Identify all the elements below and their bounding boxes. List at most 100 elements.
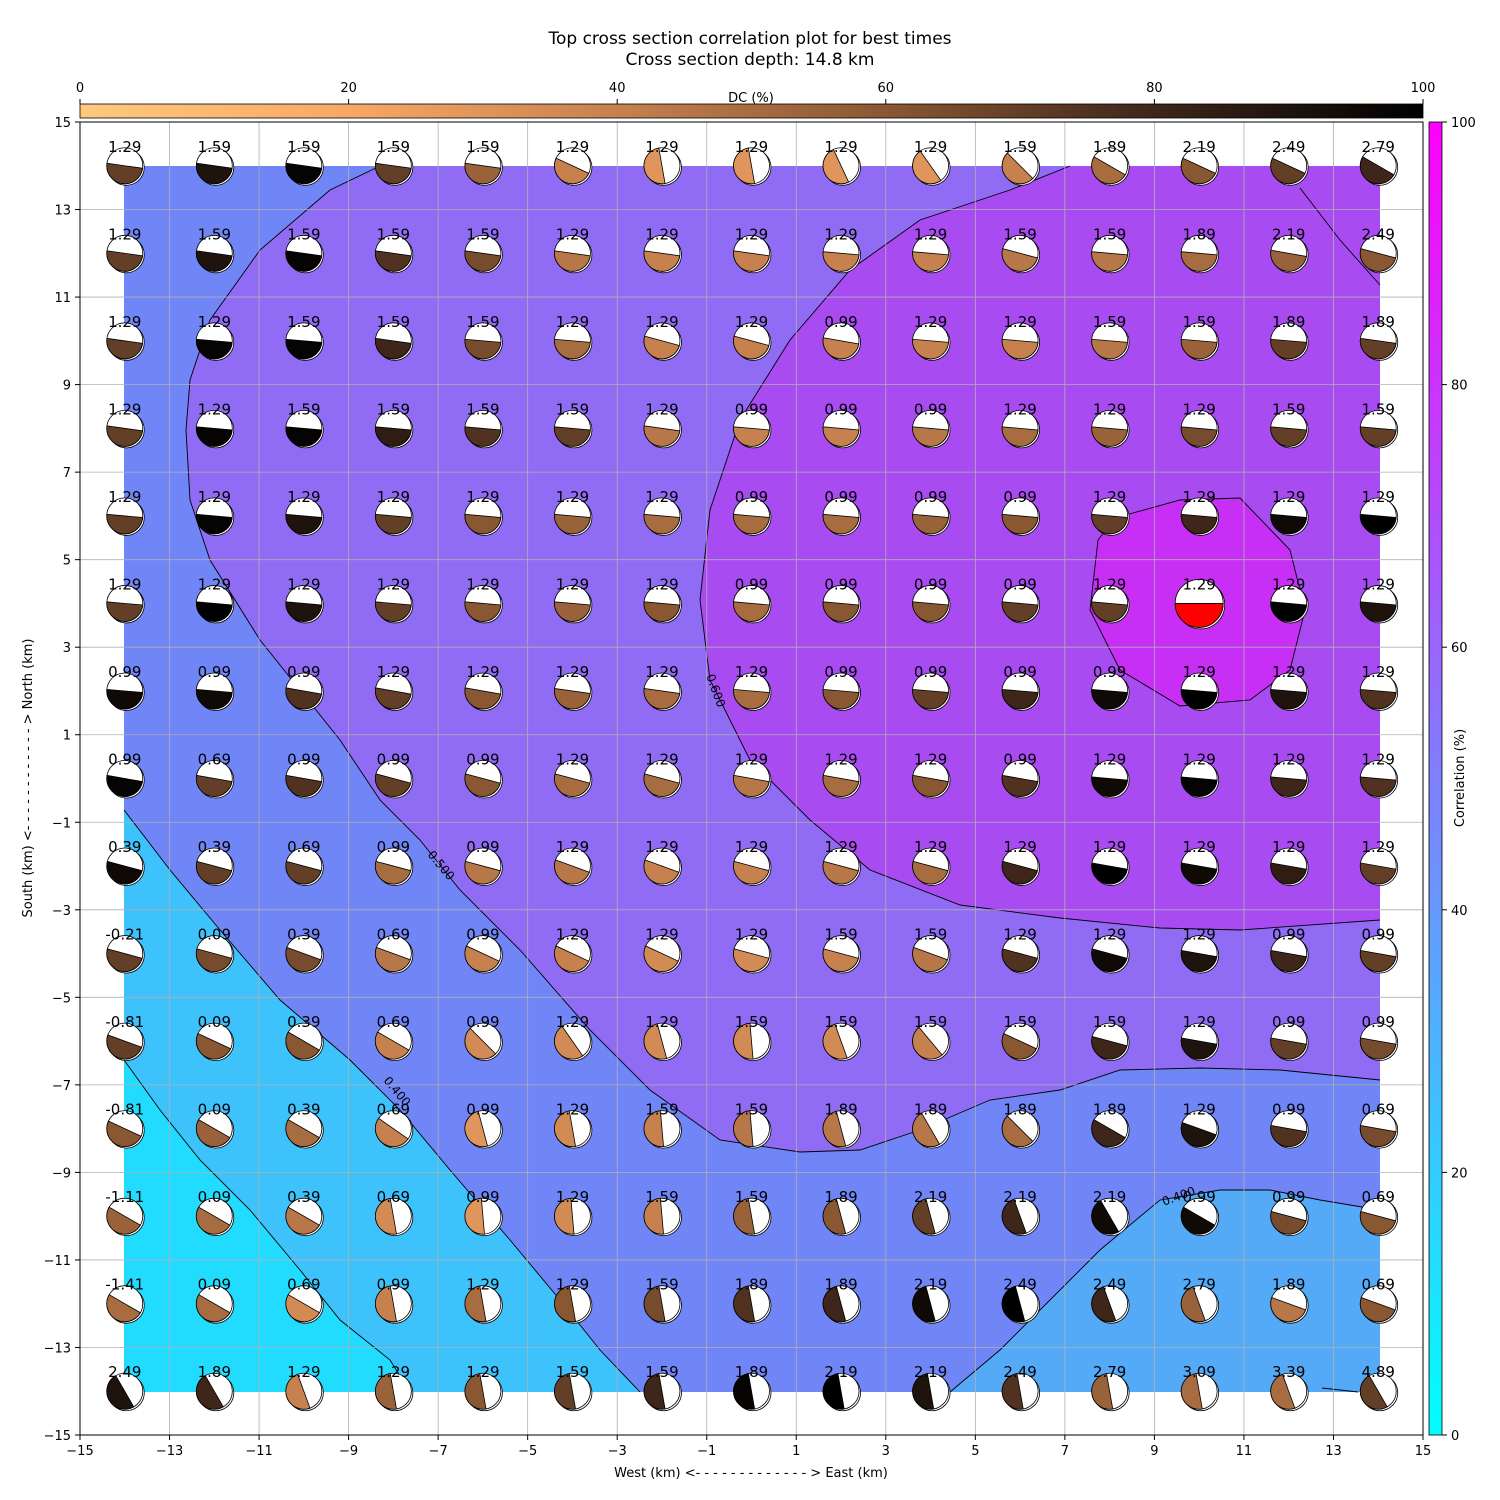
correlation-colorbar-label: Correlation (%): [1453, 729, 1468, 827]
beachball: [822, 672, 861, 711]
contour-peak: [1089, 497, 1306, 707]
time-shift-label: 0.69: [287, 1276, 320, 1294]
beachball: [643, 847, 682, 886]
beachball: [106, 409, 145, 449]
best-solution-beachball: [1174, 579, 1226, 630]
beachball: [1270, 234, 1309, 274]
time-shift-label: 1.29: [198, 575, 231, 593]
beachball: [1359, 1110, 1399, 1149]
beachball: [1270, 1022, 1309, 1061]
beachball: [912, 234, 951, 274]
time-shift-label: 1.29: [645, 138, 678, 156]
time-shift-label: 1.89: [1272, 1276, 1305, 1294]
beachball: [554, 935, 593, 974]
time-shift-label: 1.29: [645, 313, 678, 331]
x-axis-label: West (km) <- - - - - - - - - - - - - > E…: [614, 1466, 888, 1481]
beachball: [554, 1285, 593, 1324]
beachball: [912, 147, 951, 186]
beachball: [912, 497, 951, 536]
time-shift-label: 1.29: [556, 1188, 589, 1206]
time-shift-label: 0.99: [914, 400, 947, 418]
time-shift-label: 1.59: [287, 138, 320, 156]
beachball: [195, 585, 235, 624]
time-shift-label: 1.89: [1272, 313, 1305, 331]
time-shift-label: 1.29: [1003, 926, 1036, 944]
beachball: [1359, 409, 1399, 449]
beachball: [822, 1285, 861, 1324]
time-shift-label: 0.99: [1003, 488, 1036, 506]
time-shift-label: 2.49: [1093, 1276, 1126, 1294]
time-shift-label: 1.29: [1362, 488, 1395, 506]
beachball: [464, 322, 503, 361]
time-shift-label: 1.29: [645, 751, 678, 769]
beachball: [1270, 672, 1309, 711]
time-shift-label: 0.99: [824, 488, 857, 506]
beachball: [733, 1022, 772, 1061]
time-shift-label: 1.89: [824, 1276, 857, 1294]
beachball: [1001, 147, 1040, 186]
beachball: [1001, 234, 1040, 274]
correlation-tick-label: 80: [1451, 379, 1468, 394]
dc-tick-label: 0: [76, 81, 84, 96]
time-shift-label: 0.69: [1362, 1188, 1395, 1206]
time-shift-label: 0.99: [914, 663, 947, 681]
beachball: [822, 760, 861, 799]
beachball: [374, 1285, 414, 1324]
time-shift-label: 0.99: [824, 663, 857, 681]
time-shift-label: 1.29: [198, 488, 231, 506]
beachball: [285, 1372, 324, 1412]
beachball: [733, 847, 772, 886]
time-shift-label: 0.09: [198, 926, 231, 944]
beachball: [106, 147, 145, 186]
beachball: [1091, 409, 1130, 449]
y-tick-label: 13: [54, 204, 71, 219]
time-shift-label: 1.59: [645, 1101, 678, 1119]
time-shift-label: 0.69: [1362, 1101, 1395, 1119]
time-shift-label: 0.99: [377, 751, 410, 769]
beachball: [374, 497, 414, 536]
beachball: [1091, 1197, 1130, 1237]
beachball: [195, 1372, 235, 1412]
beachball: [733, 322, 772, 361]
beachball: [1180, 847, 1220, 886]
beachball: [1091, 585, 1130, 624]
y-tick-label: 5: [63, 554, 71, 569]
time-shift-label: 0.39: [287, 1188, 320, 1206]
beachball: [822, 147, 861, 186]
time-shift-label: 0.09: [198, 1013, 231, 1031]
x-tick-label: 13: [1325, 1444, 1342, 1459]
beachball: [1180, 409, 1220, 449]
beachball: [733, 585, 772, 624]
beachball: [1091, 147, 1130, 186]
time-shift-label: 2.79: [1182, 1276, 1215, 1294]
time-shift-label: 0.69: [1362, 1276, 1395, 1294]
beachball: [1001, 1110, 1040, 1149]
time-shift-label: 1.89: [824, 1188, 857, 1206]
beachball: [822, 1110, 861, 1149]
beachball: [912, 847, 951, 886]
beachball: [643, 1372, 682, 1412]
beachball: [1001, 760, 1040, 799]
beachball: [374, 322, 414, 361]
time-shift-label: 3.39: [1272, 1363, 1305, 1381]
beachball: [822, 497, 861, 536]
x-tick-label: −3: [608, 1444, 627, 1459]
y-tick-label: 1: [63, 729, 71, 744]
beachball: [554, 147, 593, 186]
time-shift-label: 0.99: [1003, 663, 1036, 681]
time-shift-label: 0.99: [1272, 926, 1305, 944]
time-shift-label: 2.19: [914, 1363, 947, 1381]
beachball: [1091, 935, 1130, 974]
time-shift-label: 1.59: [377, 313, 410, 331]
dc-colorbar: [79, 103, 1424, 119]
beachball: [1091, 847, 1130, 886]
time-shift-label: 1.29: [556, 751, 589, 769]
beachball: [1091, 1022, 1130, 1061]
beachball: [195, 147, 235, 186]
time-shift-label: 1.59: [824, 1013, 857, 1031]
beachball: [106, 322, 145, 361]
beachball: [1001, 935, 1040, 974]
beachball: [643, 760, 682, 799]
time-shift-label: 1.29: [287, 488, 320, 506]
beachball: [912, 1110, 951, 1149]
